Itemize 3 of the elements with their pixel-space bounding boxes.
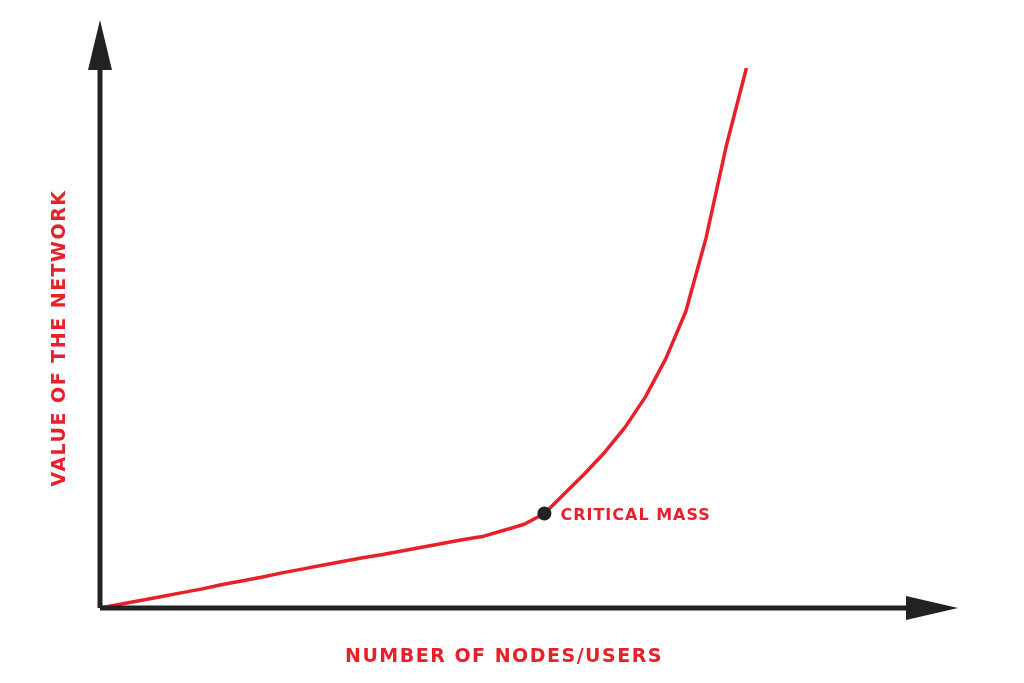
- annotation: CRITICAL MASS: [560, 504, 711, 524]
- x-axis-title: NUMBER OF NODES/USERS: [344, 644, 664, 666]
- y-axis-title: VALUE OF THE NETWORK: [46, 189, 69, 487]
